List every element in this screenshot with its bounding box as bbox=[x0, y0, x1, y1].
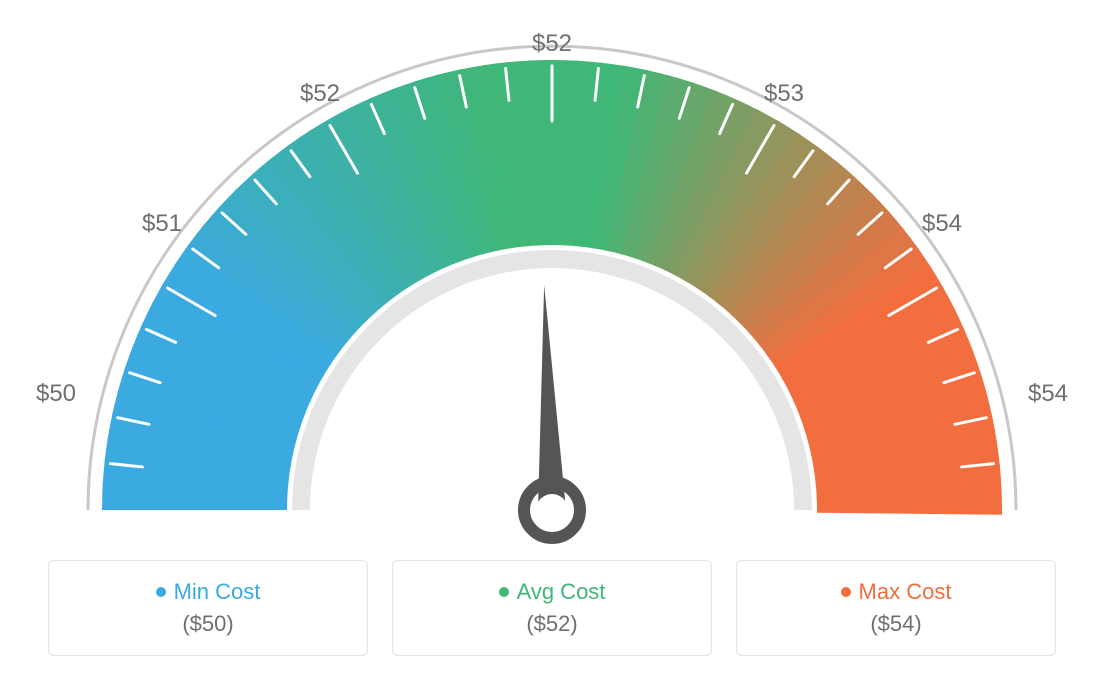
gauge-tick-label: $54 bbox=[922, 210, 962, 238]
legend-card-max: Max Cost ($54) bbox=[736, 560, 1056, 656]
legend-label: Max Cost bbox=[859, 579, 952, 605]
legend-title-avg: Avg Cost bbox=[499, 579, 606, 605]
dot-icon bbox=[841, 587, 851, 597]
legend-value-min: ($50) bbox=[182, 611, 233, 637]
legend-value-max: ($54) bbox=[870, 611, 921, 637]
dot-icon bbox=[156, 587, 166, 597]
gauge-tick-label: $54 bbox=[1028, 380, 1068, 408]
legend-label: Avg Cost bbox=[517, 579, 606, 605]
legend-title-max: Max Cost bbox=[841, 579, 952, 605]
cost-gauge: $50 $51 $52 $52 $53 $54 $54 bbox=[0, 0, 1104, 560]
gauge-svg bbox=[0, 0, 1104, 560]
gauge-tick-label: $51 bbox=[142, 210, 182, 238]
legend-label: Min Cost bbox=[174, 579, 261, 605]
legend-card-min: Min Cost ($50) bbox=[48, 560, 368, 656]
gauge-tick-label: $50 bbox=[36, 380, 76, 408]
legend-title-min: Min Cost bbox=[156, 579, 261, 605]
gauge-tick-label: $52 bbox=[300, 80, 340, 108]
gauge-tick-label: $52 bbox=[532, 30, 572, 58]
legend-value-avg: ($52) bbox=[526, 611, 577, 637]
gauge-tick-label: $53 bbox=[764, 80, 804, 108]
dot-icon bbox=[499, 587, 509, 597]
legend-card-avg: Avg Cost ($52) bbox=[392, 560, 712, 656]
legend-row: Min Cost ($50) Avg Cost ($52) Max Cost (… bbox=[0, 560, 1104, 656]
